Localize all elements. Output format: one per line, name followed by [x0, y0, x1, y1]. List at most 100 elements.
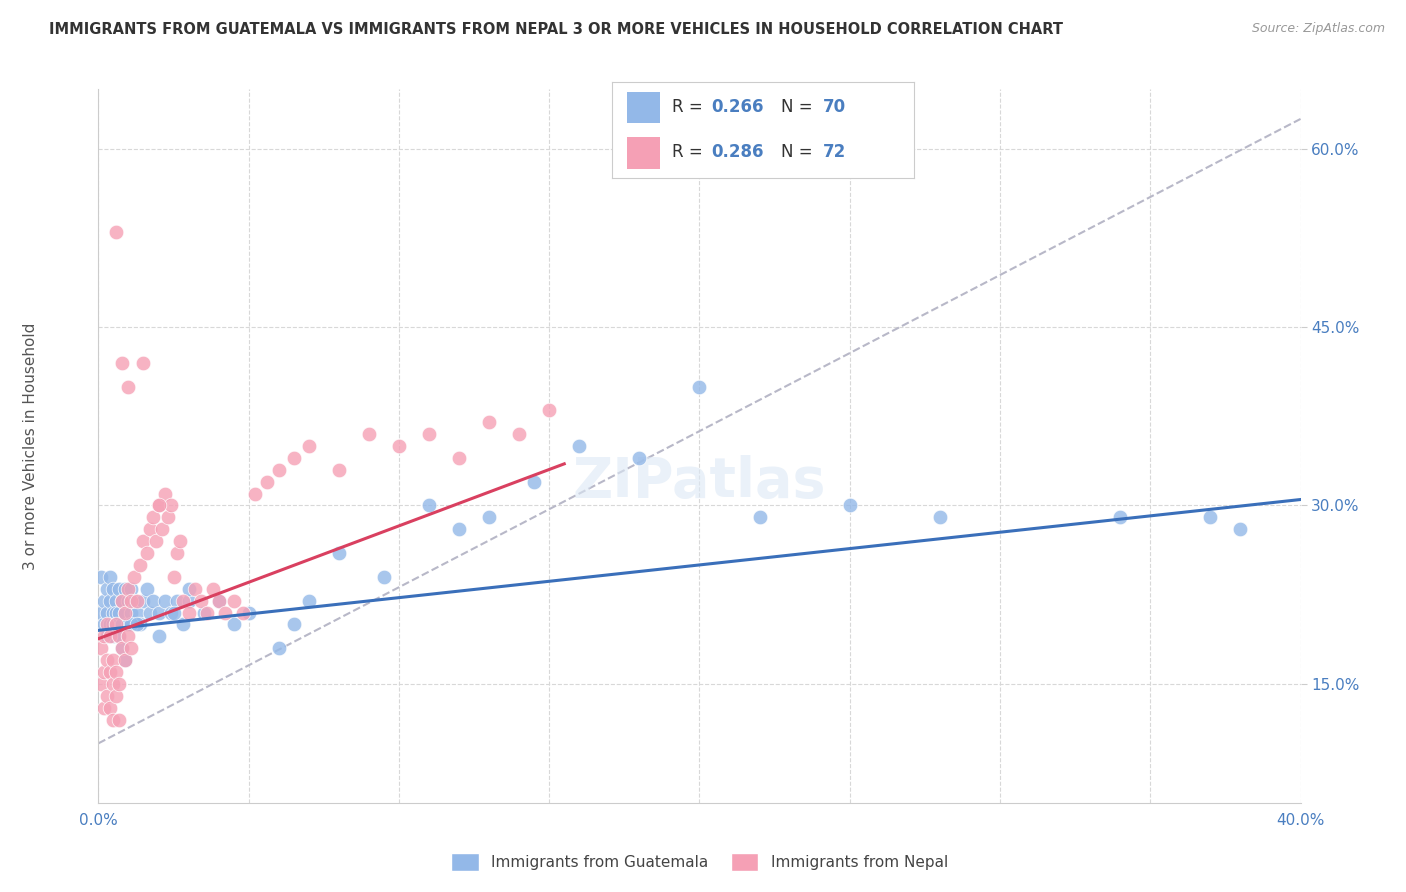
Point — [145, 534, 167, 549]
Point — [93, 593, 115, 607]
Point — [117, 629, 139, 643]
Point — [117, 379, 139, 393]
Point — [243, 486, 266, 500]
Point — [183, 582, 205, 596]
Point — [103, 606, 125, 620]
Point — [108, 629, 131, 643]
Point — [93, 700, 115, 714]
Point — [508, 427, 530, 442]
Point — [114, 653, 136, 667]
Point — [478, 415, 501, 429]
Point — [538, 403, 561, 417]
Point — [523, 475, 546, 489]
Point — [111, 593, 134, 607]
Point — [111, 617, 134, 632]
Point — [373, 570, 395, 584]
Point — [117, 617, 139, 632]
Text: R =: R = — [672, 144, 709, 161]
Point — [129, 617, 152, 632]
Point — [96, 689, 118, 703]
Point — [132, 534, 155, 549]
Point — [138, 522, 160, 536]
Point — [1229, 522, 1251, 536]
Bar — [627, 137, 659, 169]
Point — [159, 499, 181, 513]
Point — [90, 606, 112, 620]
Point — [114, 582, 136, 596]
Point — [222, 617, 245, 632]
Point — [105, 617, 128, 632]
Point — [169, 534, 191, 549]
Point — [105, 606, 128, 620]
Point — [298, 439, 321, 453]
Point — [108, 713, 131, 727]
Point — [298, 593, 321, 607]
Point — [141, 510, 163, 524]
Point — [96, 653, 118, 667]
Point — [135, 546, 157, 560]
Point — [111, 641, 134, 656]
Point — [96, 582, 118, 596]
Point — [153, 486, 176, 500]
Point — [148, 499, 170, 513]
Point — [105, 225, 128, 239]
Point — [628, 450, 651, 465]
Point — [177, 582, 200, 596]
Point — [688, 379, 710, 393]
Point — [568, 439, 591, 453]
Text: N =: N = — [780, 98, 818, 116]
Point — [108, 606, 131, 620]
Point — [132, 593, 155, 607]
Point — [172, 593, 194, 607]
Point — [148, 629, 170, 643]
Point — [447, 450, 470, 465]
Text: 70: 70 — [824, 98, 846, 116]
Point — [222, 593, 245, 607]
Point — [138, 606, 160, 620]
Point — [96, 629, 118, 643]
Point — [108, 677, 131, 691]
Point — [132, 356, 155, 370]
Point — [93, 617, 115, 632]
Point — [90, 641, 112, 656]
Point — [103, 713, 125, 727]
Point — [121, 641, 143, 656]
Point — [105, 665, 128, 679]
Point — [111, 593, 134, 607]
Point — [100, 570, 122, 584]
Text: IMMIGRANTS FROM GUATEMALA VS IMMIGRANTS FROM NEPAL 3 OR MORE VEHICLES IN HOUSEHO: IMMIGRANTS FROM GUATEMALA VS IMMIGRANTS … — [49, 22, 1063, 37]
Point — [108, 582, 131, 596]
Text: ZIPatlas: ZIPatlas — [572, 455, 827, 508]
Point — [195, 606, 218, 620]
Point — [162, 606, 184, 620]
Point — [100, 593, 122, 607]
Point — [105, 593, 128, 607]
Point — [1199, 510, 1222, 524]
Point — [748, 510, 770, 524]
Point — [96, 617, 118, 632]
Text: 72: 72 — [824, 144, 846, 161]
Point — [103, 617, 125, 632]
Point — [124, 593, 146, 607]
Point — [127, 606, 149, 620]
Point — [114, 653, 136, 667]
Point — [135, 582, 157, 596]
Point — [159, 606, 181, 620]
Point — [153, 593, 176, 607]
Point — [100, 629, 122, 643]
Point — [162, 570, 184, 584]
Point — [267, 463, 290, 477]
Point — [214, 606, 236, 620]
Point — [267, 641, 290, 656]
Point — [105, 689, 128, 703]
Point — [838, 499, 860, 513]
Point — [447, 522, 470, 536]
Point — [93, 665, 115, 679]
Point — [418, 499, 440, 513]
Point — [103, 677, 125, 691]
Point — [90, 677, 112, 691]
Point — [357, 427, 380, 442]
Point — [283, 450, 305, 465]
Text: N =: N = — [780, 144, 818, 161]
Point — [148, 606, 170, 620]
